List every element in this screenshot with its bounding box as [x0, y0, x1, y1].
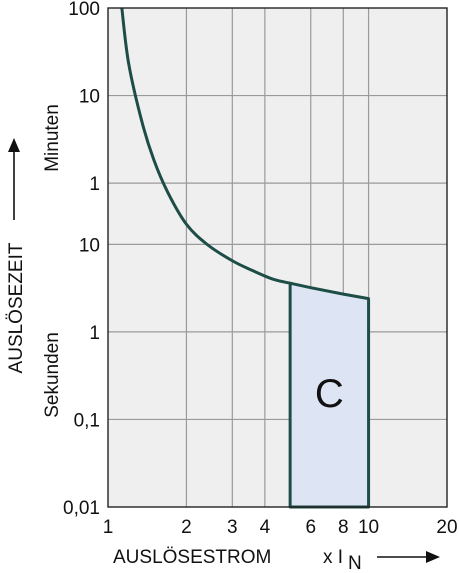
y-tick-labels: 0,01 0,1 1 10 1 10 100 [63, 0, 100, 519]
x-tick-label: 6 [305, 517, 316, 538]
x-tick-label: 3 [227, 517, 238, 538]
x-tick-label: 4 [260, 517, 271, 538]
y-axis-arrow-head [8, 138, 20, 152]
x-axis-title: AUSLÖSESTROM [113, 547, 271, 568]
x-tick-label: 10 [358, 517, 379, 538]
y-axis-seconds-label: Sekunden [42, 332, 63, 418]
y-tick-label: 10 [79, 87, 100, 108]
y-tick-label: 0,01 [63, 498, 100, 519]
plot-frame [107, 7, 448, 508]
x-axis-arrow-head [426, 551, 440, 563]
plot-background [108, 8, 447, 507]
trip-curve [120, 7, 291, 285]
x-tick-label: 1 [103, 517, 114, 538]
x-tick-label: 2 [181, 517, 192, 538]
grid-lines [108, 8, 447, 507]
x-tick-label: 8 [338, 517, 349, 538]
y-tick-label: 1 [89, 323, 100, 344]
x-tick-label: 20 [436, 517, 457, 538]
x-tick-labels: 1 2 3 4 6 8 10 20 [103, 517, 458, 538]
y-axis-minutes-label: Minuten [42, 104, 63, 172]
y-tick-label: 0,1 [74, 410, 100, 431]
y-tick-label: 1 [89, 174, 100, 195]
x-axis-factor-subscript: N [348, 553, 362, 573]
zone-label: C [315, 372, 344, 416]
y-axis-title: AUSLÖSEZEIT [6, 242, 27, 373]
y-tick-label: 10 [79, 235, 100, 256]
y-tick-label: 100 [68, 0, 100, 20]
x-axis-factor: x I [323, 547, 343, 568]
